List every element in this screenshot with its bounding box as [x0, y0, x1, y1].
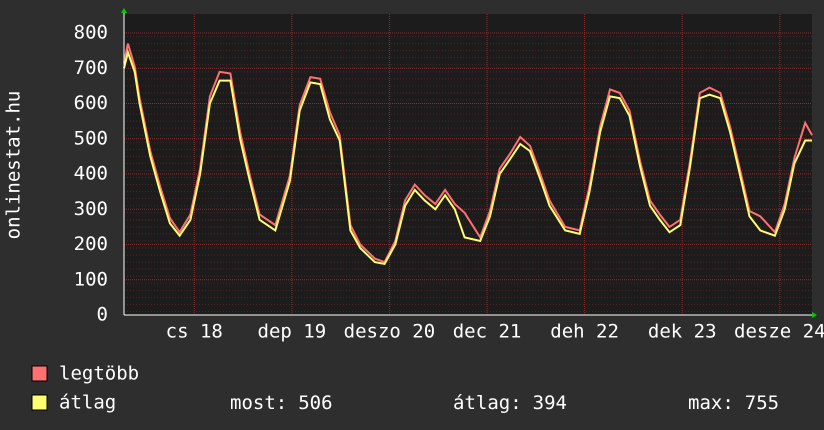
y-tick-label: 700: [74, 57, 108, 79]
stat: max: 755: [688, 392, 779, 414]
y-tick-label: 300: [74, 198, 108, 220]
x-axis-arrow: [812, 312, 817, 318]
x-tick-label: cs 18: [166, 321, 223, 343]
legend-swatch: [31, 365, 48, 382]
y-tick-label: 500: [74, 127, 108, 149]
y-tick-label: 800: [74, 22, 108, 44]
legend-swatch: [31, 394, 48, 411]
y-tick-label: 400: [74, 163, 108, 185]
plot-area: [124, 14, 812, 315]
y-tick-label: 100: [74, 268, 108, 290]
x-tick-label: deh 22: [550, 321, 619, 343]
y-tick-label: 600: [74, 92, 108, 114]
stat: átlag: 394: [453, 392, 567, 414]
y-axis-arrow: [121, 8, 127, 13]
stat-value: 394: [533, 392, 567, 414]
legend-label: átlag: [59, 392, 116, 414]
y-tick-label: 200: [74, 233, 108, 255]
x-tick-label: desze 24: [734, 321, 824, 343]
stat-value: 506: [298, 392, 332, 414]
legend-label: legtöbb: [59, 363, 139, 385]
stat-label: max:: [688, 392, 734, 414]
stat: most: 506: [230, 392, 333, 414]
stat-label: most:: [230, 392, 287, 414]
y-axis-label: onlinestat.hu: [3, 91, 25, 240]
line-series: [123, 48, 812, 266]
x-tick-label: deszo 20: [344, 321, 436, 343]
x-tick-label: dek 23: [648, 321, 717, 343]
stat-value: 755: [745, 392, 779, 414]
x-tick-label: dep 19: [258, 321, 327, 343]
y-tick-label: 0: [97, 304, 108, 326]
stat-label: átlag:: [453, 392, 522, 414]
x-tick-label: dec 21: [453, 321, 522, 343]
